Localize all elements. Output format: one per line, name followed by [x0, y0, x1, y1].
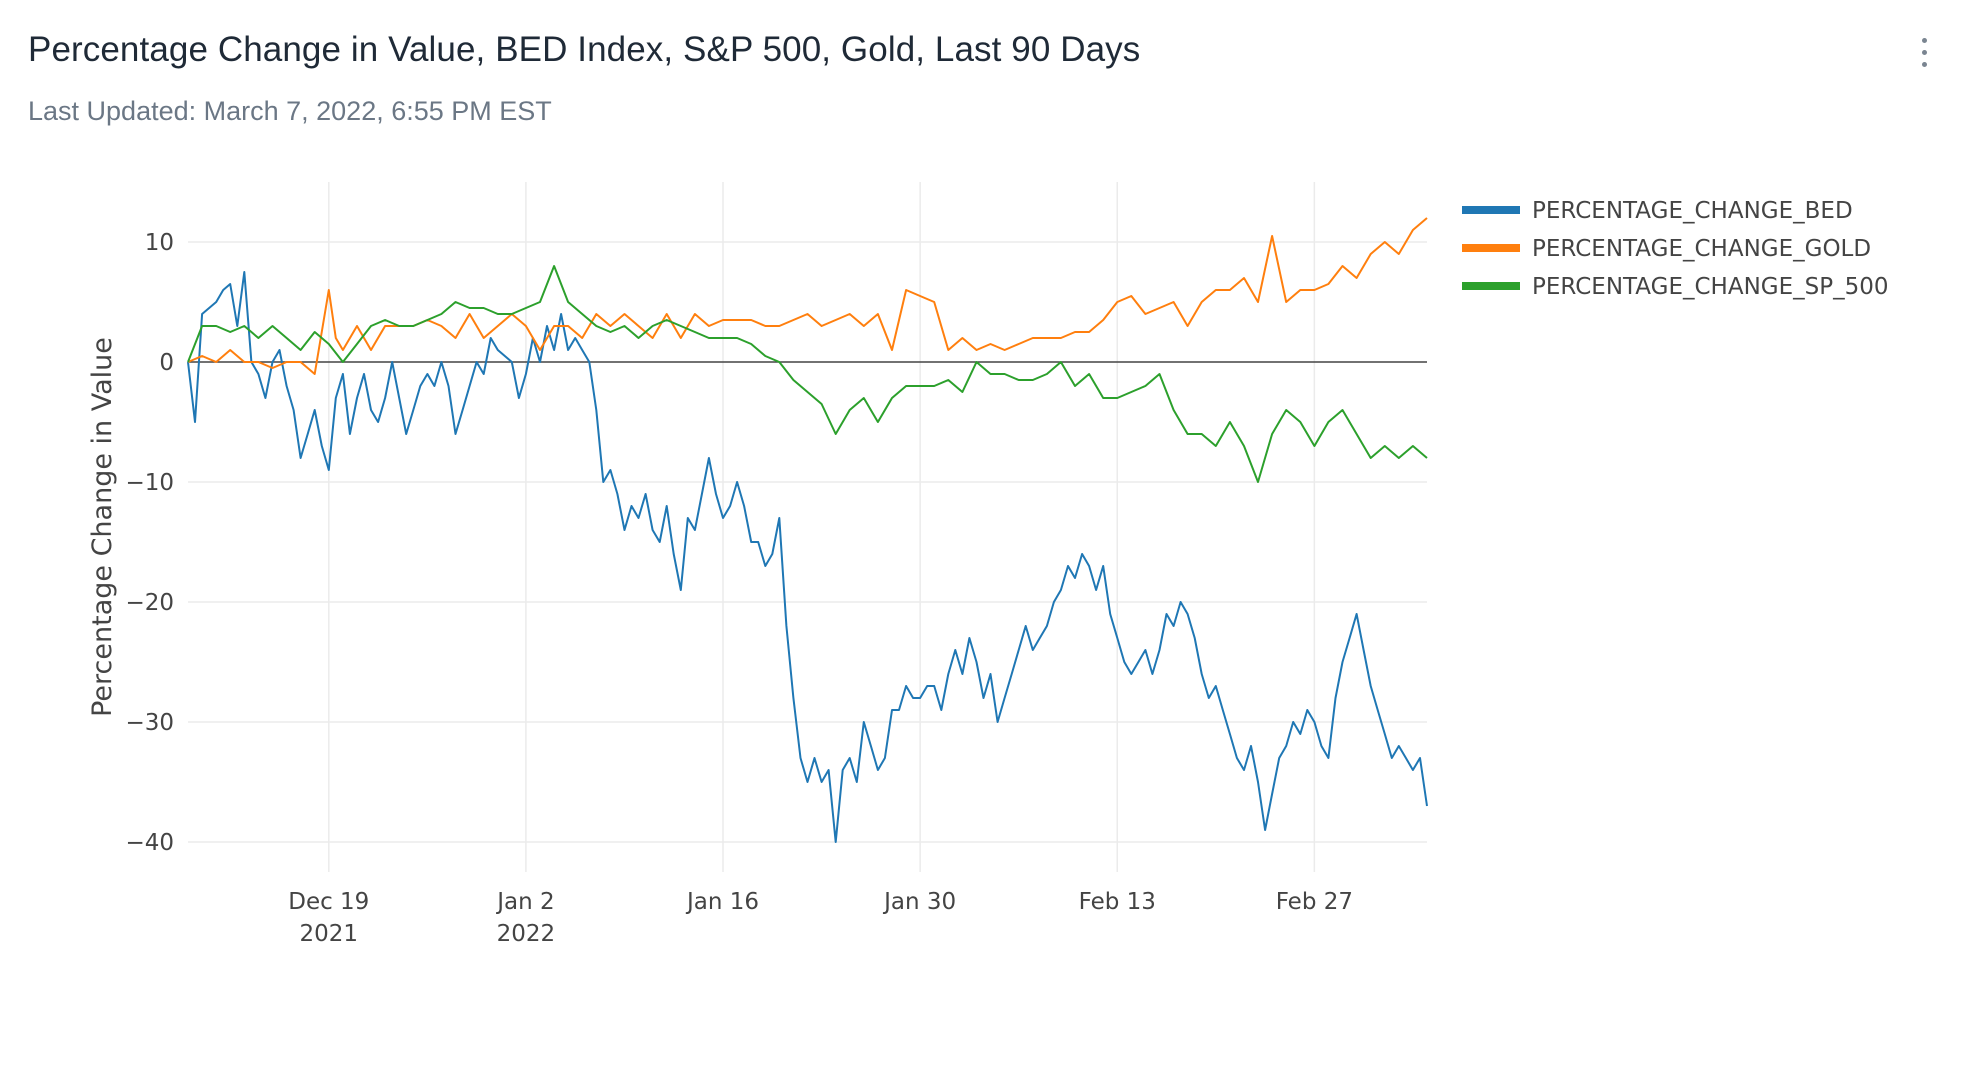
y-tick-label: −10	[125, 470, 174, 496]
x-tick-label: Jan 16	[685, 889, 759, 915]
x-tick-label: Dec 19	[288, 889, 369, 915]
chart-header: Percentage Change in Value, BED Index, S…	[28, 30, 1912, 70]
x-tick-sublabel: 2022	[497, 921, 556, 947]
series-line-percentage-change-gold	[187, 217, 1428, 375]
legend-label: PERCENTAGE_CHANGE_SP_500	[1532, 274, 1889, 300]
chart-title: Percentage Change in Value, BED Index, S…	[28, 30, 1141, 69]
series-line-percentage-change-sp-500	[187, 265, 1428, 483]
more-vertical-icon[interactable]	[1914, 38, 1934, 78]
y-tick-label: −30	[125, 710, 174, 736]
y-tick-label: −20	[125, 590, 174, 616]
y-tick-label: 0	[159, 350, 174, 376]
x-tick-label: Jan 30	[882, 889, 956, 915]
x-tick-label: Feb 27	[1276, 889, 1353, 915]
x-tick-label: Feb 13	[1079, 889, 1156, 915]
last-updated-text: Last Updated: March 7, 2022, 6:55 PM EST	[28, 96, 552, 126]
legend-label: PERCENTAGE_CHANGE_BED	[1532, 198, 1853, 224]
y-tick-label: −40	[125, 830, 174, 856]
legend-label: PERCENTAGE_CHANGE_GOLD	[1532, 236, 1871, 262]
y-axis-title: Percentage Change in Value	[87, 337, 118, 717]
x-tick-label: Jan 2	[495, 889, 554, 915]
x-tick-sublabel: 2021	[300, 921, 359, 947]
series-line-percentage-change-bed	[187, 271, 1428, 843]
y-tick-label: 10	[145, 230, 174, 256]
